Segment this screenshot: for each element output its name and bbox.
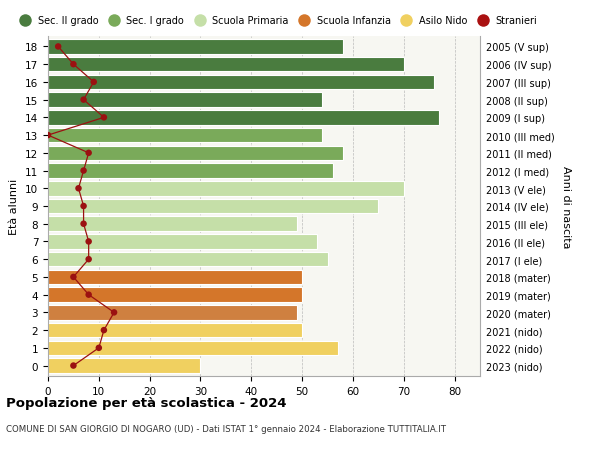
Point [79, 97, 88, 104]
Bar [48, 217, 297, 231]
Text: Popolazione per età scolastica - 2024: Popolazione per età scolastica - 2024 [6, 396, 287, 409]
Bar [48, 40, 343, 55]
Legend: Sec. II grado, Sec. I grado, Scuola Primaria, Scuola Infanzia, Asilo Nido, Stran: Sec. II grado, Sec. I grado, Scuola Prim… [11, 12, 541, 30]
Point [84, 238, 94, 246]
Point [109, 309, 119, 316]
Point [68, 274, 78, 281]
Bar [48, 129, 322, 143]
Bar [48, 199, 379, 214]
Bar [48, 358, 200, 373]
Point [84, 256, 94, 263]
Y-axis label: Età alunni: Età alunni [10, 179, 19, 235]
Point [99, 327, 109, 334]
Bar [48, 146, 343, 161]
Point [84, 150, 94, 157]
Bar [48, 270, 302, 285]
Bar [48, 93, 322, 108]
Bar [48, 288, 302, 302]
Point [53, 44, 63, 51]
Point [99, 114, 109, 122]
Bar [48, 323, 302, 338]
Point [79, 203, 88, 210]
Bar [48, 111, 439, 125]
Point [84, 291, 94, 299]
Bar [48, 75, 434, 90]
Y-axis label: Anni di nascita: Anni di nascita [561, 165, 571, 248]
Point [68, 362, 78, 369]
Point [89, 79, 98, 86]
Point [43, 132, 53, 140]
Bar [48, 235, 317, 249]
Point [94, 344, 104, 352]
Point [79, 221, 88, 228]
Bar [48, 305, 297, 320]
Bar [48, 58, 404, 72]
Bar [48, 341, 338, 355]
Bar [48, 182, 404, 196]
Bar [48, 252, 328, 267]
Bar [48, 164, 332, 179]
Point [68, 62, 78, 69]
Point [74, 185, 83, 192]
Point [79, 168, 88, 175]
Text: COMUNE DI SAN GIORGIO DI NOGARO (UD) - Dati ISTAT 1° gennaio 2024 - Elaborazione: COMUNE DI SAN GIORGIO DI NOGARO (UD) - D… [6, 425, 446, 433]
